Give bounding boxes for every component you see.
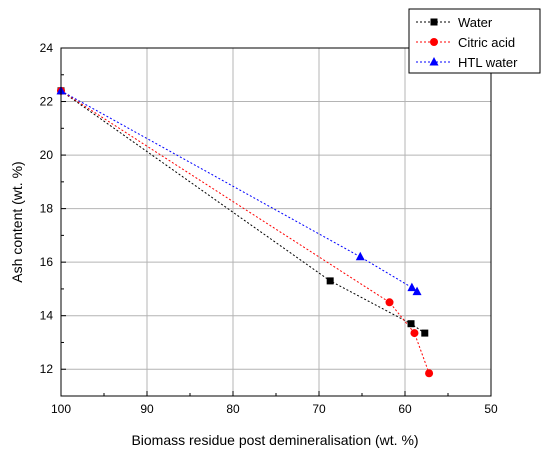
series-lines bbox=[60, 90, 430, 374]
legend-marker-water bbox=[430, 18, 438, 26]
x-tick-label: 100 bbox=[51, 402, 71, 416]
y-tick-label: 14 bbox=[40, 309, 54, 323]
legend-marker-citric-acid bbox=[430, 38, 438, 46]
legend: Water Citric acid HTL water bbox=[408, 8, 541, 74]
y-tick-label: 18 bbox=[40, 202, 54, 216]
legend-marker-htl-water bbox=[429, 57, 439, 66]
y-tick-label: 24 bbox=[40, 41, 54, 55]
x-tick-label: 90 bbox=[140, 402, 154, 416]
legend-label-htl-water: HTL water bbox=[458, 55, 518, 70]
y-tick-label: 16 bbox=[40, 255, 54, 269]
x-tick-label: 60 bbox=[398, 402, 412, 416]
data-point-htl-water bbox=[412, 286, 422, 296]
y-tick-label: 12 bbox=[40, 362, 54, 376]
data-point-citric-acid bbox=[425, 369, 434, 378]
x-axis-title: Biomass residue post demineralisation (w… bbox=[131, 432, 418, 448]
y-tick-label: 22 bbox=[40, 95, 54, 109]
series-line-water bbox=[60, 90, 426, 334]
data-point-water bbox=[326, 277, 334, 285]
y-axis-title: Ash content (wt. %) bbox=[9, 161, 25, 282]
x-tick-label: 50 bbox=[484, 402, 498, 416]
legend-label-water: Water bbox=[458, 15, 493, 30]
data-point-htl-water bbox=[355, 251, 365, 261]
series-line-htl-water bbox=[60, 90, 418, 292]
data-point-water bbox=[421, 329, 429, 337]
data-point-citric-acid bbox=[410, 329, 419, 338]
x-tick-label: 80 bbox=[226, 402, 240, 416]
series-line-citric-acid bbox=[60, 90, 430, 374]
x-tick-labels: 100 90 80 70 60 50 bbox=[51, 402, 498, 416]
data-point-water bbox=[407, 320, 415, 328]
x-tick-label: 70 bbox=[312, 402, 326, 416]
y-tick-labels: 12 14 16 18 20 22 24 bbox=[40, 41, 54, 376]
series-markers bbox=[56, 85, 434, 378]
legend-label-citric-acid: Citric acid bbox=[458, 35, 515, 50]
data-point-citric-acid bbox=[385, 298, 394, 307]
plot-frame bbox=[60, 47, 492, 397]
axis-ticks bbox=[60, 47, 492, 396]
grid bbox=[61, 48, 491, 396]
y-tick-label: 20 bbox=[40, 148, 54, 162]
data-point-htl-water bbox=[407, 282, 417, 292]
